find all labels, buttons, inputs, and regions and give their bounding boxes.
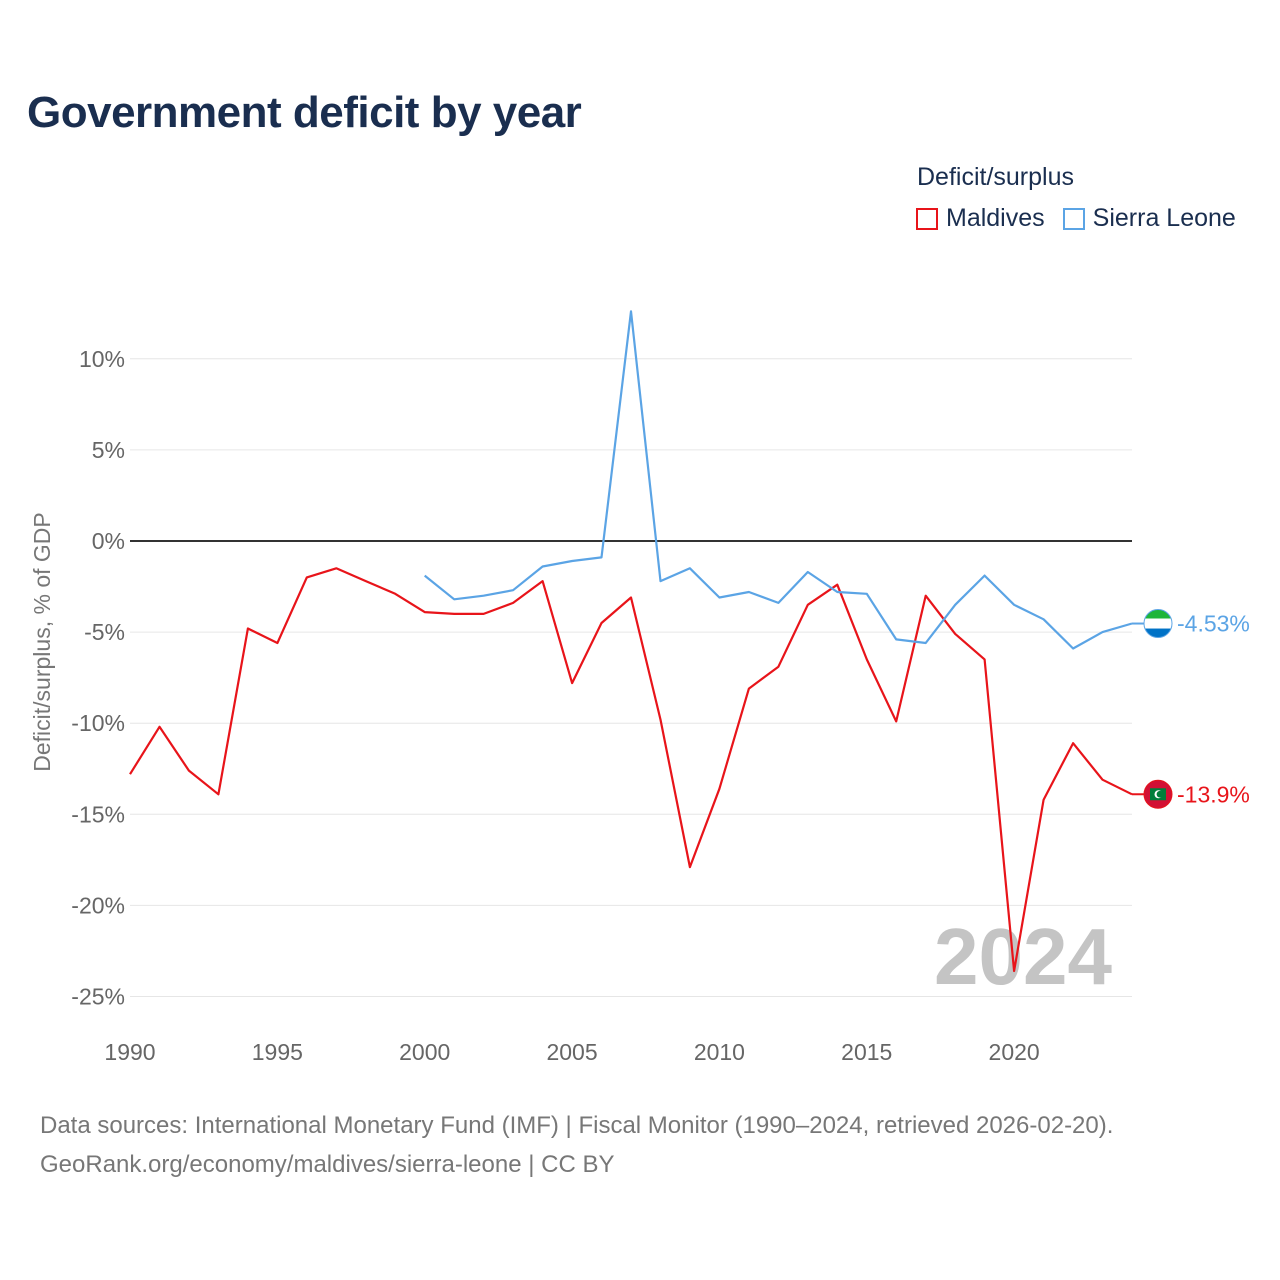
x-axis-ticks: 1990 1995 2000 2005 2010 2015 2020	[104, 1039, 1039, 1065]
current-year-label: 2024	[934, 912, 1112, 1001]
legend-label-sierra-leone: Sierra Leone	[1092, 204, 1236, 232]
x-tick-label: 2000	[399, 1039, 450, 1065]
source-line-1: Data sources: International Monetary Fun…	[40, 1112, 1114, 1139]
series-line-maldives	[129, 567, 1133, 973]
legend-label-maldives: Maldives	[946, 204, 1045, 232]
legend-swatch-sierra-leone	[1062, 207, 1085, 230]
chart-title: Government deficit by year	[27, 88, 582, 137]
x-tick-label: 1995	[252, 1039, 303, 1065]
series-line-sierra-leone	[424, 310, 1133, 650]
y-tick-label: -25%	[71, 984, 125, 1010]
series-lines	[129, 310, 1133, 973]
series-end-markers: -13.9% -4.53%	[1132, 609, 1250, 809]
x-tick-label: 2020	[989, 1039, 1040, 1065]
end-value-label-maldives: -13.9%	[1177, 781, 1250, 807]
legend-title: Deficit/surplus	[917, 163, 1074, 191]
legend-item-maldives[interactable]: Maldives	[916, 204, 1045, 233]
maldives-flag-icon	[1143, 779, 1173, 809]
x-tick-label: 2010	[694, 1039, 745, 1065]
legend-swatch-maldives	[916, 207, 938, 230]
y-tick-label: -15%	[71, 801, 125, 827]
grid-lines	[130, 358, 1132, 997]
y-axis-ticks: 10% 5% 0% -5% -10% -15% -20% -25%	[71, 346, 125, 1010]
y-tick-label: -20%	[71, 892, 125, 918]
x-tick-label: 1990	[104, 1039, 155, 1065]
y-tick-label: 0%	[92, 528, 125, 554]
y-tick-label: 10%	[79, 346, 125, 372]
line-chart: 10% 5% 0% -5% -10% -15% -20% -25% 1990 1995 2000 2…	[29, 310, 1250, 1065]
y-axis-title: Deficit/surplus, % of GDP	[29, 512, 55, 771]
y-tick-label: -5%	[84, 619, 125, 645]
end-value-label-sierra-leone: -4.53%	[1177, 611, 1250, 637]
source-note: Data sources: International Monetary Fun…	[40, 1106, 1113, 1184]
y-tick-label: 5%	[92, 437, 125, 463]
legend-item-sierra-leone[interactable]: Sierra Leone	[1062, 204, 1236, 233]
source-line-2[interactable]: GeoRank.org/economy/maldives/sierra-leon…	[40, 1151, 615, 1178]
legend: Maldives Sierra Leone	[916, 204, 1254, 233]
sierra-leone-flag-icon	[1143, 609, 1173, 639]
x-tick-label: 2015	[841, 1039, 892, 1065]
y-tick-label: -10%	[71, 710, 125, 736]
x-tick-label: 2005	[546, 1039, 597, 1065]
